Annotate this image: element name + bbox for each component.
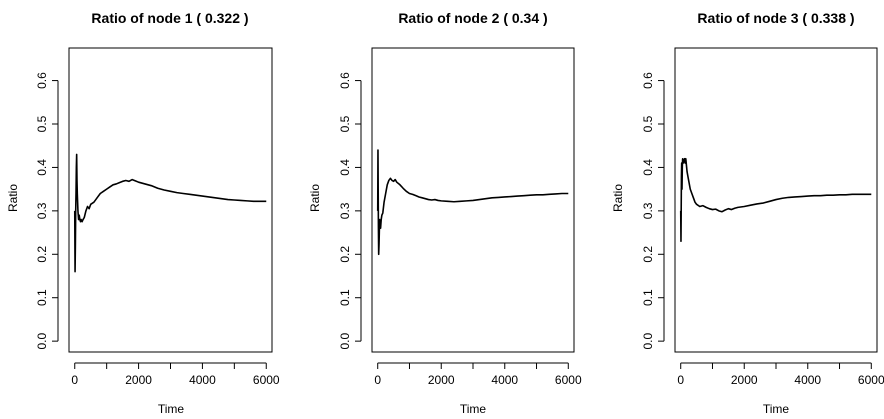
chart-title: Ratio of node 3 ( 0.338 ) [697,10,854,26]
y-tick-label: 0.4 [641,159,655,176]
y-tick-label: 0.5 [35,115,49,132]
chart-title: Ratio of node 1 ( 0.322 ) [91,10,248,26]
y-axis-label: Ratio [6,184,20,212]
x-tick-label: 2000 [428,373,455,387]
y-tick-label: 0.4 [338,159,352,176]
plot-frame [674,47,878,353]
y-tick-label: 0.1 [641,289,655,306]
x-tick-label: 0 [71,373,78,387]
x-tick-label: 6000 [253,373,280,387]
y-tick-label: 0.1 [338,289,352,306]
panel-node-3: Ratio of node 3 ( 0.338 ) Time Ratio 0 20… [611,10,884,416]
y-tick-label: 0.2 [641,246,655,263]
y-tick-label: 0.0 [35,332,49,349]
x-tick-label: 4000 [794,373,821,387]
panel-node-1: Ratio of node 1 ( 0.322 ) Time Ratio 0 20… [6,10,280,416]
y-tick-label: 0.3 [35,202,49,219]
y-tick-label: 0.1 [35,289,49,306]
y-tick-label: 0.6 [641,72,655,89]
ratio-series-line [376,149,569,256]
plot-frame [371,47,575,353]
y-axis-label: Ratio [611,184,625,212]
y-tick-label: 0.2 [338,246,352,263]
x-axis-label: Time [158,402,185,416]
x-tick-label: 6000 [555,373,582,387]
y-tick-label: 0.2 [35,246,49,263]
x-tick-label: 0 [374,373,381,387]
x-axis-label: Time [763,402,790,416]
x-tick-label: 4000 [491,373,518,387]
y-tick-label: 0.3 [641,202,655,219]
y-tick-label: 0.6 [35,72,49,89]
y-tick-label: 0.0 [338,332,352,349]
panel-node-2: Ratio of node 2 ( 0.34 ) Time Ratio 0 200… [308,10,582,416]
y-tick-label: 0.6 [338,72,352,89]
x-tick-label: 4000 [189,373,216,387]
x-tick-label: 2000 [731,373,758,387]
y-tick-label: 0.5 [641,115,655,132]
ratio-series-line [73,153,267,273]
y-tick-label: 0.3 [338,202,352,219]
chart-title: Ratio of node 2 ( 0.34 ) [398,10,547,26]
x-axis-label: Time [460,402,487,416]
y-tick-label: 0.4 [35,159,49,176]
x-tick-label: 6000 [858,373,884,387]
x-tick-label: 0 [677,373,684,387]
ratio-series-line [679,157,872,243]
y-axis-label: Ratio [308,184,322,212]
y-tick-label: 0.0 [641,332,655,349]
y-tick-label: 0.5 [338,115,352,132]
x-tick-label: 2000 [125,373,152,387]
plot-frame [68,47,273,353]
